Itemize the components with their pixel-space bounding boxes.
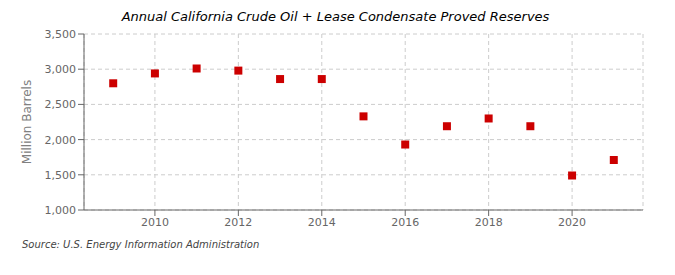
- svg-text:2,000: 2,000: [45, 134, 77, 147]
- svg-text:1,000: 1,000: [45, 204, 77, 217]
- svg-text:3,500: 3,500: [45, 28, 77, 41]
- html-text:Source: U.S. Energy Informatio: Source: U.S. Energy Information Administ…: [22, 239, 260, 250]
- svg-text:2016: 2016: [391, 216, 419, 229]
- svg-text:2018: 2018: [475, 216, 503, 229]
- html-text:Annual California Crude Oil +: Annual California Crude Oil + Lease Cond…: [121, 9, 550, 24]
- svg-text:1,500: 1,500: [45, 169, 77, 182]
- svg-text:Million Barrels: Million Barrels: [20, 80, 34, 164]
- svg-text:2014: 2014: [308, 216, 336, 229]
- svg-text:2012: 2012: [224, 216, 252, 229]
- svg-text:2010: 2010: [141, 216, 169, 229]
- svg-text:2020: 2020: [558, 216, 586, 229]
- svg-text:2,500: 2,500: [45, 98, 77, 111]
- svg-text:3,000: 3,000: [45, 63, 77, 76]
